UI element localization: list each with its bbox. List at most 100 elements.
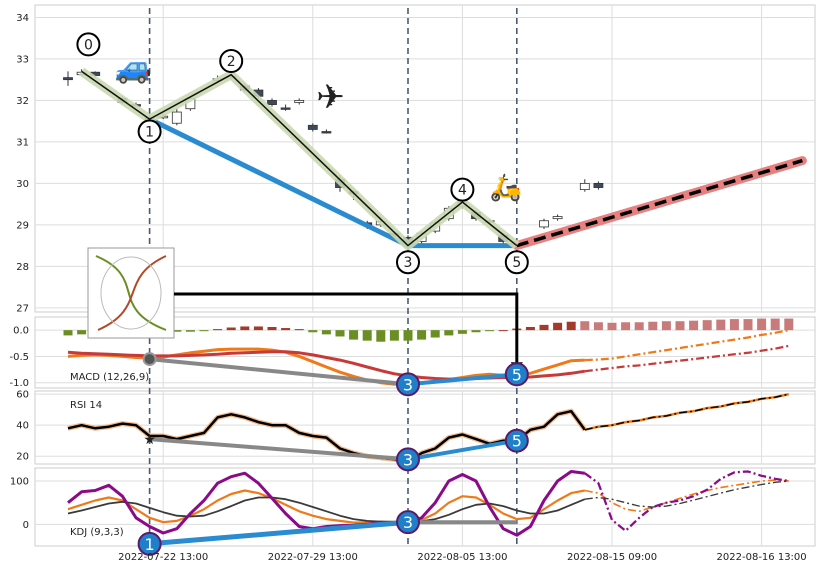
wave-node (504, 362, 529, 387)
kdj-ytick-label: 100 (10, 477, 29, 488)
macd-bar (185, 330, 195, 332)
kdj-k-line-forecast (584, 479, 789, 513)
wave-node-label: 5 (512, 432, 522, 451)
macd-bar (417, 330, 427, 340)
macd-bar (757, 318, 767, 331)
illustration-stem (97, 255, 167, 331)
candle-body (267, 100, 277, 105)
indicator-lines (67, 67, 807, 547)
wave-node (396, 510, 420, 535)
price-ytick-label: 33 (16, 54, 29, 65)
macd-bar (553, 322, 563, 331)
macd-line-forecast (584, 328, 790, 362)
macd-bar (226, 327, 236, 331)
macd-bar (648, 321, 658, 331)
wave-node (137, 531, 162, 556)
xtick-label: 2022-07-29 13:00 (268, 552, 358, 563)
macd-bar (199, 330, 209, 332)
wave-label-circle (76, 32, 101, 57)
rsi-ytick-label: 20 (16, 452, 29, 463)
price-ytick-label: 27 (16, 303, 29, 314)
candle-body (63, 77, 73, 81)
xtick-label: 2022-08-05 13:00 (417, 552, 507, 563)
macd-bar (729, 319, 739, 331)
wave-label: 5 (512, 255, 521, 271)
arrow-line (174, 292, 519, 367)
annotations: 0 1 2 3 4 5 🚙 ✈ 🛵 ★ 3 5 3 5 1 3 (76, 32, 529, 556)
macd-bar (580, 321, 590, 331)
xtick-label: 2022-07-22 13:00 (118, 552, 208, 563)
macd-bar (294, 329, 304, 331)
wave-label: 0 (84, 37, 93, 53)
macd-bar (702, 320, 712, 331)
candle-body (294, 100, 305, 103)
wave-label: 1 (145, 125, 154, 141)
xtick-label: 2022-08-16 13:00 (717, 552, 807, 563)
wave-label-circle (219, 49, 244, 74)
macd-bar (770, 318, 780, 331)
macd-histogram (63, 318, 794, 342)
wave-line (81, 70, 518, 247)
macd-bar (689, 320, 699, 331)
candle-body (280, 107, 291, 110)
wave-node-label: 5 (512, 365, 522, 384)
illustration-stem (95, 255, 167, 331)
candle-body (321, 131, 332, 134)
rsi-star-icon: ★ (143, 432, 156, 448)
candle-body (593, 182, 604, 188)
macd-ytick-label: 0.0 (13, 326, 29, 337)
macd-bar (607, 322, 617, 331)
macd-bar (675, 321, 685, 331)
wave-node-label: 3 (403, 375, 413, 394)
wave-node (396, 372, 420, 397)
rsi-forecast-line (584, 393, 789, 431)
macd-bar (63, 330, 73, 336)
macd-bar (389, 330, 399, 341)
rsi-ytick-label: 40 (16, 421, 29, 432)
macd-bar (444, 330, 454, 336)
candle-body (579, 182, 590, 191)
forecast-line (516, 158, 803, 248)
macd-ytick-label: -0.5 (9, 352, 29, 363)
kdj-panel-label: KDJ (9,3,3) (70, 527, 124, 538)
macd-bar (362, 330, 372, 341)
macd-bar (172, 330, 182, 332)
wave-node-label: 1 (145, 535, 155, 554)
wave-label: 3 (404, 255, 413, 271)
price-ytick-label: 31 (16, 137, 29, 148)
candle-body (539, 220, 549, 228)
wave-label-circle (450, 177, 475, 202)
scooter-icon: 🛵 (490, 173, 522, 203)
macd-bar (498, 330, 508, 332)
macd-ytick-label: -1.0 (9, 378, 29, 389)
macd-bar (566, 321, 576, 331)
macd-bar (403, 330, 413, 341)
kdj-k-line (67, 489, 586, 524)
macd-bar (716, 319, 726, 331)
macd-bar (253, 326, 263, 331)
candle-body (171, 111, 182, 124)
illustration-ring (100, 256, 162, 330)
plane-icon: ✈ (316, 78, 345, 118)
rsi-panel-label: RSI 14 (70, 400, 102, 411)
macd-bar (321, 330, 331, 335)
wave-label: 2 (227, 54, 236, 70)
macd-bar (349, 330, 359, 340)
wave-node-label: 3 (403, 450, 413, 469)
wave-label-circle (504, 250, 529, 275)
macd-divergence-blue (407, 372, 517, 387)
kdj-divergence-blue (149, 519, 409, 547)
macd-bar (661, 321, 671, 331)
macd-bar (634, 322, 644, 331)
macd-bar (784, 318, 794, 331)
macd-bar (743, 319, 753, 331)
rsi-line (67, 409, 586, 464)
xtick-label: 2022-08-15 09:00 (567, 552, 657, 563)
macd-bar (621, 322, 631, 331)
macd-bar (471, 330, 481, 333)
text-layer: MACD (12,26,9) RSI 14 KDJ (9,3,3) 27 28 29… (9, 13, 806, 563)
macd-bar (485, 330, 495, 332)
wave-label-circle (396, 250, 420, 275)
